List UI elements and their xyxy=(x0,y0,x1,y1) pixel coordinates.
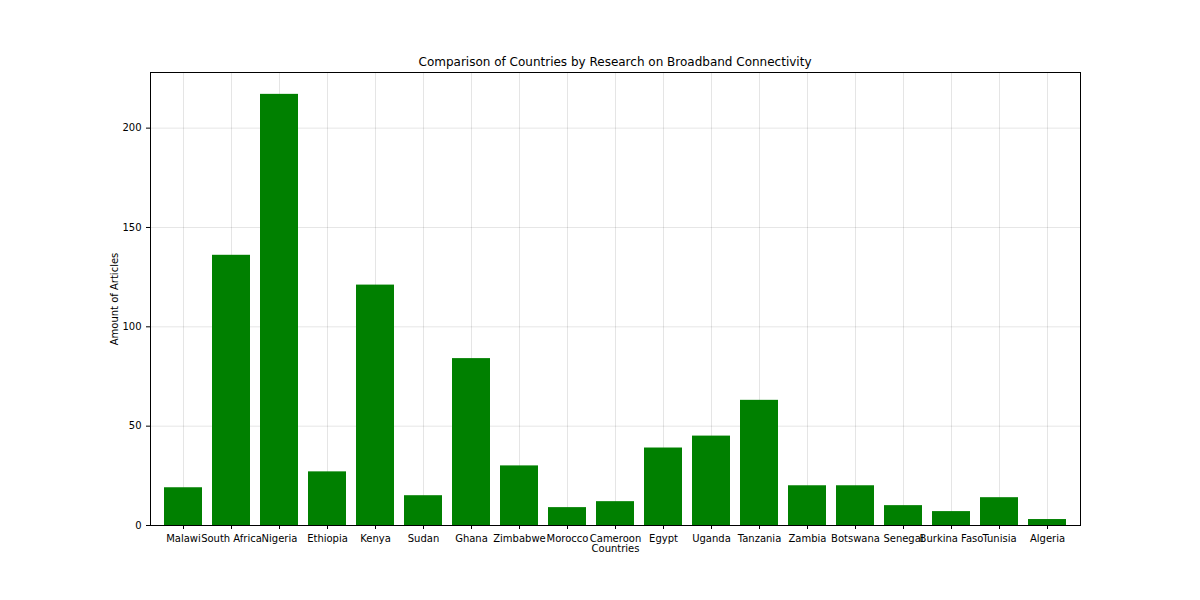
svg-text:Countries: Countries xyxy=(592,543,640,554)
svg-text:100: 100 xyxy=(122,321,141,332)
svg-text:Tanzania: Tanzania xyxy=(737,533,782,544)
svg-text:Zimbabwe: Zimbabwe xyxy=(493,533,546,544)
svg-text:Ghana: Ghana xyxy=(455,533,488,544)
svg-text:Botswana: Botswana xyxy=(831,533,880,544)
svg-text:South Africa: South Africa xyxy=(201,533,262,544)
svg-text:Zambia: Zambia xyxy=(789,533,827,544)
svg-text:0: 0 xyxy=(135,520,141,531)
svg-text:Algeria: Algeria xyxy=(1030,533,1065,544)
svg-text:Tunisia: Tunisia xyxy=(981,533,1016,544)
svg-text:Morocco: Morocco xyxy=(547,533,589,544)
svg-text:Uganda: Uganda xyxy=(692,533,731,544)
svg-text:Burkina Faso: Burkina Faso xyxy=(920,533,984,544)
svg-text:150: 150 xyxy=(122,222,141,233)
svg-text:Cameroon: Cameroon xyxy=(589,532,642,544)
svg-text:Kenya: Kenya xyxy=(360,533,391,544)
svg-text:Senegal: Senegal xyxy=(883,533,923,544)
svg-text:Sudan: Sudan xyxy=(408,533,440,544)
svg-text:200: 200 xyxy=(122,122,141,133)
svg-text:Amount of Articles: Amount of Articles xyxy=(109,253,120,346)
svg-text:Ethiopia: Ethiopia xyxy=(307,533,348,544)
html-text:Comparison of Countries by Res: Comparison of Countries by Research on B… xyxy=(418,55,812,69)
svg-text:Egypt: Egypt xyxy=(649,533,678,544)
svg-text:50: 50 xyxy=(129,420,142,431)
svg-text:Nigeria: Nigeria xyxy=(262,533,298,544)
svg-text:Malawi: Malawi xyxy=(166,533,201,544)
